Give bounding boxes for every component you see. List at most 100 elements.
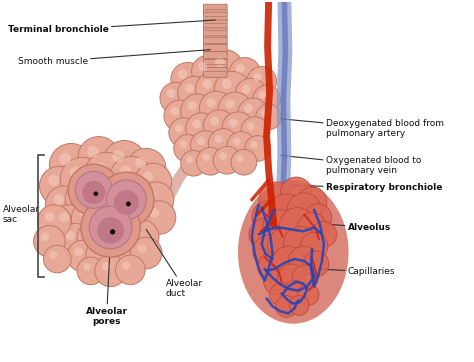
Circle shape (269, 194, 304, 230)
Circle shape (99, 218, 140, 259)
Circle shape (102, 262, 110, 271)
FancyBboxPatch shape (203, 36, 227, 46)
Circle shape (181, 150, 206, 176)
Circle shape (166, 89, 175, 98)
Circle shape (127, 148, 166, 188)
Circle shape (197, 137, 205, 145)
Circle shape (90, 174, 135, 219)
Circle shape (100, 184, 112, 197)
Circle shape (77, 219, 117, 258)
Circle shape (191, 131, 220, 160)
Circle shape (74, 247, 83, 256)
Circle shape (59, 153, 71, 165)
Text: Respiratory bronchiole: Respiratory bronchiole (274, 184, 442, 193)
Circle shape (280, 208, 315, 243)
Circle shape (171, 63, 204, 96)
Circle shape (181, 94, 214, 128)
Text: Smooth muscle: Smooth muscle (18, 50, 210, 66)
Circle shape (51, 205, 87, 240)
Circle shape (130, 237, 162, 269)
Circle shape (263, 210, 298, 245)
Circle shape (116, 255, 145, 285)
Circle shape (65, 231, 75, 240)
Circle shape (49, 251, 57, 259)
Circle shape (142, 201, 176, 234)
Text: Capillaries: Capillaries (316, 268, 395, 276)
Circle shape (68, 164, 119, 215)
FancyBboxPatch shape (203, 20, 227, 30)
Circle shape (77, 257, 105, 285)
Circle shape (261, 109, 268, 117)
Circle shape (84, 152, 129, 198)
Circle shape (259, 91, 266, 99)
Circle shape (277, 264, 305, 292)
Text: Alveolus: Alveolus (292, 222, 391, 232)
Circle shape (233, 138, 241, 145)
Circle shape (78, 136, 119, 178)
Text: Terminal bronchiole: Terminal bronchiole (8, 20, 215, 34)
Circle shape (244, 104, 253, 113)
Circle shape (209, 129, 238, 158)
Circle shape (87, 146, 99, 157)
Circle shape (250, 141, 257, 148)
Circle shape (82, 181, 105, 204)
Circle shape (210, 117, 219, 125)
Circle shape (164, 100, 195, 132)
Circle shape (135, 157, 146, 168)
Circle shape (123, 219, 159, 255)
Circle shape (304, 204, 332, 231)
Circle shape (192, 119, 201, 129)
Circle shape (218, 92, 252, 126)
Circle shape (104, 206, 117, 219)
Circle shape (94, 245, 104, 255)
FancyBboxPatch shape (203, 12, 227, 22)
Circle shape (185, 83, 194, 93)
Circle shape (283, 226, 317, 260)
Circle shape (67, 240, 99, 272)
Circle shape (259, 182, 294, 218)
FancyBboxPatch shape (203, 59, 227, 70)
Circle shape (138, 182, 174, 218)
Circle shape (268, 228, 301, 262)
Circle shape (207, 50, 243, 85)
Circle shape (237, 155, 244, 162)
Circle shape (214, 71, 250, 107)
Circle shape (37, 205, 71, 238)
Circle shape (207, 98, 216, 108)
Text: Alveolar
duct: Alveolar duct (146, 230, 203, 298)
Circle shape (297, 284, 319, 306)
Circle shape (273, 246, 304, 278)
Circle shape (202, 153, 210, 161)
FancyBboxPatch shape (203, 52, 227, 62)
Circle shape (311, 222, 337, 247)
Circle shape (58, 223, 92, 257)
Circle shape (116, 245, 126, 255)
Circle shape (39, 166, 79, 206)
Circle shape (225, 99, 235, 109)
Circle shape (119, 166, 131, 178)
Circle shape (252, 201, 285, 234)
Circle shape (300, 232, 328, 260)
Circle shape (44, 245, 71, 273)
Circle shape (253, 85, 281, 113)
Circle shape (125, 185, 136, 197)
Circle shape (227, 132, 255, 159)
Circle shape (99, 172, 154, 227)
Circle shape (65, 178, 109, 222)
Circle shape (270, 283, 293, 306)
Circle shape (131, 227, 141, 237)
Circle shape (258, 252, 287, 282)
FancyBboxPatch shape (203, 28, 227, 38)
Circle shape (180, 140, 187, 148)
Circle shape (81, 198, 140, 257)
Circle shape (174, 135, 201, 162)
Circle shape (34, 226, 65, 257)
Circle shape (215, 57, 225, 67)
Text: Deoxygenated blood from
pulmonary artery: Deoxygenated blood from pulmonary artery (281, 119, 444, 138)
Circle shape (116, 176, 157, 218)
Text: Alveolar
sac: Alveolar sac (3, 205, 40, 224)
Circle shape (60, 157, 104, 201)
Circle shape (281, 177, 312, 209)
Text: Oxygenated blood to
pulmonary vein: Oxygenated blood to pulmonary vein (281, 155, 421, 175)
Circle shape (48, 175, 59, 186)
